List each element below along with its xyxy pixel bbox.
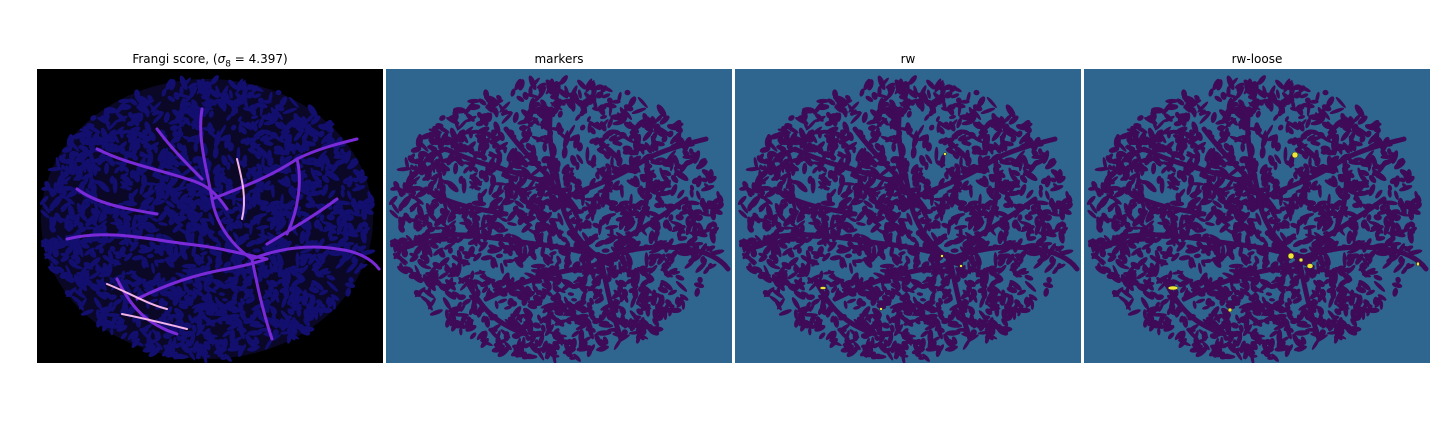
frangi-panel: Frangi score, (σ8 = 4.397) [37, 48, 383, 364]
rw-image [735, 69, 1081, 363]
markers-panel: markers [386, 48, 732, 364]
rw-loose-panel: rw-loose [1084, 48, 1430, 364]
vessel-network [762, 106, 1080, 342]
rw-panel: rw [735, 48, 1081, 364]
vessel-network [413, 106, 731, 342]
markers-image [386, 69, 732, 363]
vessel-network [65, 107, 381, 341]
rw-title: rw [900, 52, 916, 66]
blob-texture [388, 75, 725, 363]
frangi-image [37, 69, 383, 363]
rw-loose-title: rw-loose [1231, 52, 1283, 66]
segmentation-marks [819, 152, 963, 311]
vessel-network [1111, 106, 1429, 342]
vessel-highlights [106, 158, 246, 330]
markers-title: markers [534, 52, 584, 66]
segmentation-marks [1167, 151, 1420, 313]
rw-loose-image [1084, 69, 1430, 363]
frangi-title: Frangi score, (σ8 = 4.397) [132, 52, 288, 70]
